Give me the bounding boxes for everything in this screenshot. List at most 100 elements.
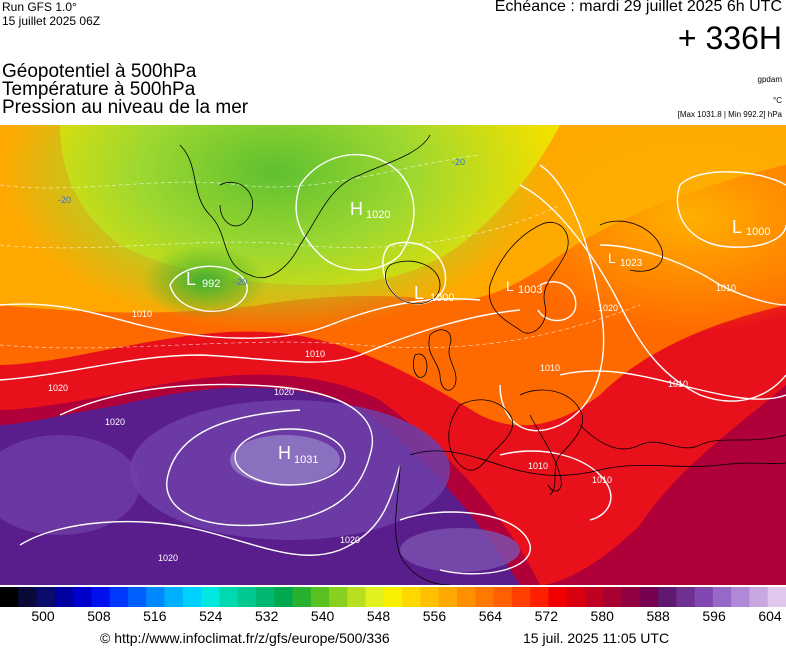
lead-time: + 336H [677,20,782,56]
colorbar-swatch [749,587,769,607]
colorbar-swatch [91,587,111,607]
colorbar-tick-label: 500 [31,608,55,624]
pressure-center-l992: L 992 [186,269,220,290]
coastlines [179,134,786,585]
unit-temperature: °C [773,96,782,105]
pressure-center-l1023: L 1023 [608,250,643,269]
colorbar-ticks: 500 508 516 524 532 540 548 556 564 572 580 588 596 6… [0,608,786,626]
colorbar-swatch [530,587,549,607]
center-type: L [506,278,514,294]
colorbar-swatch [420,587,440,607]
temp-label: -20 [234,277,247,287]
center-value: 992 [202,278,220,290]
isobar-label: 1020 [158,553,178,563]
colorbar-swatch [36,587,56,607]
colorbar-swatch [566,587,586,607]
colorbar-swatch [255,587,275,607]
center-value: 1020 [366,209,390,221]
colorbar-swatch [621,587,641,607]
colorbar-swatch [402,587,421,607]
isobar-label: 1010 [592,475,612,485]
colorbar-swatch [292,587,312,607]
center-value: 1031 [294,454,318,466]
isobar-label: 1010 [528,461,548,471]
isobar-label: 1010 [132,309,152,319]
pressure-center-l1000-iceland: L 1000 [414,283,454,304]
southwest-purple-zone [0,435,140,535]
isobar-label: 1010 [540,363,560,373]
colorbar-swatch [182,587,202,607]
temp-label: -20 [58,195,71,205]
colorbar [0,587,786,607]
colorbar-swatch [54,587,74,607]
center-type: H [350,199,363,219]
colorbar-tick-label: 516 [143,608,167,624]
pressure-centers: L 992 H 1031 H 1020 L 1000 L 1003 L 1000… [186,199,770,466]
isobars [0,153,786,575]
pressure-extremes: [Max 1031.8 | Min 992.2] hPa [677,110,782,119]
isobar-label: 1020 [340,535,360,545]
colorbar-tick-label: 564 [478,608,503,624]
colorbar-tick-label: 572 [534,608,558,624]
colorbar-swatch [548,587,568,607]
colorbar-swatch [712,587,732,607]
colorbar-swatch [274,587,293,607]
colorbar-swatch [0,587,19,607]
temp-isotherms [0,154,641,349]
colorbar-swatch [694,587,714,607]
pressure-center-l1000-east: L 1000 [732,217,770,238]
center-value: 1000 [430,292,454,304]
colorbar-swatch [219,587,239,607]
colorbar-tick-label: 596 [702,608,726,624]
colorbar-tick-label: 548 [366,608,391,624]
valid-time: Echéance : mardi 29 juillet 2025 6h UTC [494,0,782,15]
colorbar-swatch [310,587,330,607]
colorbar-swatch [383,587,403,607]
colorbar-swatch [347,587,367,607]
field-temperature: Température à 500hPa [2,79,196,100]
colorbar-swatch [365,587,385,607]
isobar-labels: 1010 1010 1020 1020 1020 1020 1020 1010 … [48,283,736,563]
footer-timestamp: 15 juil. 2025 11:05 UTC [523,630,670,646]
run-date: 15 juillet 2025 06Z [2,14,101,28]
colorbar-swatch [584,587,604,607]
colorbar-tick-label: 524 [199,608,223,624]
colorbar-swatch [493,587,513,607]
colorbar-tick-label: 540 [310,608,335,624]
center-value: 1023 [620,258,643,269]
pressure-center-h1020: H 1020 [350,199,390,221]
colorbar-swatch [127,587,147,607]
field-geopotential: Géopotentiel à 500hPa [2,61,197,82]
colorbar-swatch [109,587,129,607]
field-pressure: Pression au niveau de la mer [2,97,249,118]
high-core-zone [230,435,340,485]
colorbar-swatch [164,587,184,607]
south-purple-zone [400,528,520,572]
colorbar-swatch [237,587,257,607]
colorbar-tick-label: 556 [422,608,447,624]
colorbar-swatch [438,587,458,607]
center-value: 1000 [746,226,770,238]
pressure-center-h1031: H 1031 [278,443,318,466]
colorbar-swatch [511,587,531,607]
colorbar-swatch [18,587,38,607]
center-type: L [608,250,616,266]
colorbar-swatch [731,587,750,607]
colorbar-swatch [475,587,495,607]
run-label: Run GFS 1.0° [2,0,77,14]
isobar-label: 1020 [105,417,125,427]
colorbar-tick-label: 580 [590,608,614,624]
temp-labels: -20 -20 -20 [58,157,465,287]
colorbar-tick-label: 604 [758,608,782,624]
isobar-label: 1020 [598,303,618,313]
colorbar-swatch [146,587,166,607]
temp-label: -20 [452,157,465,167]
footer-url: © http://www.infoclimat.fr/z/gfs/europe/… [100,630,390,646]
colorbar-swatch [676,587,696,607]
unit-geopotential: gpdam [757,75,782,84]
pressure-center-l1003: L 1003 [506,278,542,296]
colorbar-swatch [767,587,786,607]
colorbar-swatch [639,587,659,607]
isobar-label: 1010 [716,283,736,293]
isobar-label: 1010 [668,379,688,389]
